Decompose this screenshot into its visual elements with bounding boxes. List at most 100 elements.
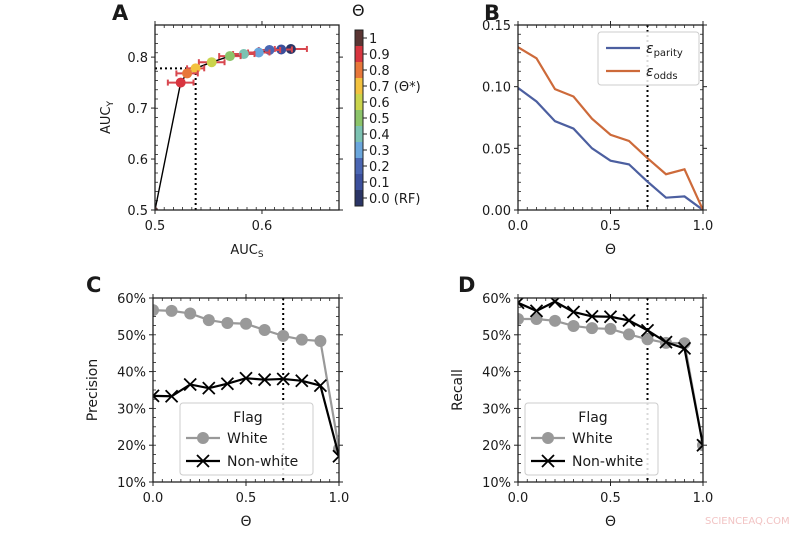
plot-area [155,43,308,210]
y-tick-label: 40% [117,366,146,381]
x-tick-label: 1.0 [329,491,350,506]
x-tick-label: 0.0 [508,491,529,506]
y-tick-label: 0.5 [127,204,148,219]
plot-area [518,298,703,482]
y-axis-label: AUCY [99,101,116,135]
x-tick-label: 1.0 [693,219,714,234]
colorbar-swatch [355,78,363,95]
y-tick-label: 0.10 [482,81,511,96]
point-non-white [518,298,525,310]
y-axis-label-sub: Y [106,101,116,108]
colorbar-label: 0.0 (RF) [369,192,420,207]
point-non-white [220,377,235,391]
y-tick-label: 30% [482,402,511,417]
colorbar-label: 0.6 [369,96,390,111]
point-non-white [603,310,618,324]
y-tick-label: 10% [482,476,511,491]
colorbar-swatch [355,94,363,111]
point-theta-0.9 [175,77,186,88]
axes-frame [517,24,704,211]
point-white [567,319,580,332]
point-white [153,304,159,317]
legend: Flag White Non-white [179,402,314,476]
y-tick-label: 30% [117,402,146,417]
point-non-white [183,377,197,392]
point-white [530,312,543,325]
watermark: SCIENCEAQ.COM [705,516,790,527]
legend-frame [179,402,314,476]
legend-label-sub: odds [654,71,678,82]
colorbar-label: 0.8 [369,64,390,79]
point-theta-0.1 [276,44,287,55]
colorbar: 10.90.80.7 (Θ*)0.60.50.40.30.20.10.0 (RF… [352,1,421,207]
legend: εparity εodds [597,31,700,86]
panel-letter: D [458,273,475,297]
panel-letter: C [86,273,101,297]
y-axis-label: Precision [85,359,101,421]
point-non-white [164,389,179,403]
y-tick-label: 10% [117,476,146,491]
point-white [240,317,252,330]
point-theta-0.5 [224,51,235,62]
point-theta-0.8 [182,68,193,79]
colorbar-label: 1 [369,32,377,47]
plot-area [153,298,339,482]
y-tick-label: 50% [117,329,146,344]
point-non-white [640,323,655,338]
y-axis-label-main: AUC [99,107,114,135]
point-non-white [585,309,599,324]
axes-frame [517,297,704,483]
x-tick-label: 0.5 [600,491,621,506]
colorbar-swatch [355,190,363,207]
colorbar-label: 0.1 [369,176,390,191]
x-tick-label: 0.5 [145,219,166,234]
point-non-white [276,372,290,386]
point-non-white [529,304,544,318]
panel-letter: B [484,1,500,25]
legend-marker-x [541,454,555,468]
colorbar-swatch [355,174,363,191]
point-non-white [313,378,328,393]
y-tick-label: 0.8 [127,51,148,66]
point-white [202,314,215,327]
legend-title: Flag [578,410,607,426]
legend-marker-circle [542,432,554,444]
y-tick-label: 0.15 [482,19,511,34]
x-axis-label: Θ [605,242,616,258]
legend-label: White [572,431,613,447]
legend-frame [524,402,659,476]
legend: Flag White Non-white [524,402,659,476]
colorbar-label: 0.7 (Θ*) [369,80,421,95]
point-white [518,312,524,325]
point-non-white [202,381,216,395]
legend-label: εodds [646,64,678,82]
panel-d: D 0.0 0.5 1.0 10% 20% 30% 40% 50% 60% Θ Recall Flag W… [450,273,713,530]
point-non-white [548,298,562,309]
legend-marker-circle [197,432,209,444]
point-non-white [659,335,673,349]
y-axis-label: Recall [450,369,466,411]
legend-label-main: ε [646,64,654,80]
colorbar-frame [354,29,364,207]
legend-label: White [227,431,268,447]
y-tick-label: 40% [482,366,511,381]
colorbar-swatch [355,46,363,63]
legend-label: εparity [646,41,683,59]
point-white [258,324,271,337]
x-axis-label: AUCS [230,243,264,260]
point-non-white [239,371,253,385]
series-line-1 [518,46,703,210]
colorbar-swatch [355,110,363,127]
y-tick-label: 50% [482,329,511,344]
point-non-white [696,438,703,452]
point-white [221,317,234,330]
point-white [586,322,598,335]
colorbar-swatch [355,62,363,79]
legend-marker-x [196,454,210,468]
point-white [641,333,654,346]
legend-label-sub: parity [654,48,683,59]
colorbar-swatch [355,158,363,175]
point-theta-1 [155,207,158,210]
pareto-line [155,48,291,210]
point-non-white [677,341,692,356]
